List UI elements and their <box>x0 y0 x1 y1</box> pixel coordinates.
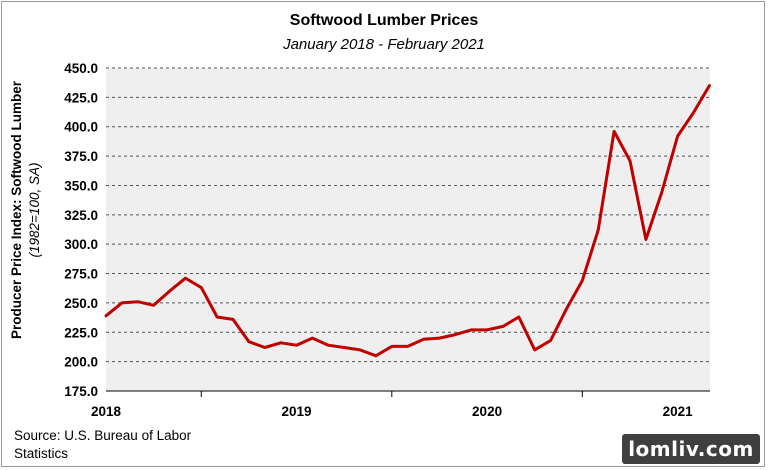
y-tick-labels: 450.0 425.0 400.0 375.0 350.0 325.0 300.0 275.0… <box>64 61 98 399</box>
x-tick-label: 2018 <box>91 404 122 419</box>
watermark-logo: lomliv.com <box>622 434 760 464</box>
y-tick-label: 400.0 <box>64 120 98 135</box>
chart-subtitle: January 2018 - February 2021 <box>283 36 485 53</box>
y-tick-label: 350.0 <box>64 178 98 193</box>
y-tick-label: 325.0 <box>64 208 98 223</box>
x-tick-labels: 2018 2019 2020 2021 <box>91 404 693 419</box>
source-note: Source: U.S. Bureau of Labor Statistics <box>14 428 192 461</box>
grid-lines <box>106 67 710 363</box>
y-tick-label: 425.0 <box>64 90 98 105</box>
y-tick-label: 275.0 <box>64 267 98 282</box>
y-tick-label: 225.0 <box>64 325 98 340</box>
y-tick-label: 175.0 <box>64 384 98 399</box>
x-tick-label: 2021 <box>663 404 694 419</box>
x-tick-label: 2019 <box>282 404 312 419</box>
y-tick-label: 250.0 <box>64 296 98 311</box>
chart-title: Softwood Lumber Prices <box>289 12 479 29</box>
y-tick-label: 200.0 <box>64 355 98 370</box>
y-tick-label: 375.0 <box>64 149 98 164</box>
x-tick-marks <box>200 391 583 397</box>
plot-area <box>106 68 710 391</box>
x-tick-label: 2020 <box>472 404 502 419</box>
data-points <box>105 85 710 356</box>
y-tick-label: 450.0 <box>64 61 98 76</box>
y-tick-label: 300.0 <box>64 237 98 252</box>
